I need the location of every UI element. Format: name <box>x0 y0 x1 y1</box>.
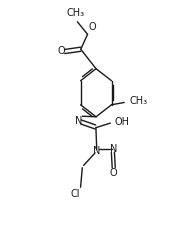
Text: O: O <box>57 46 65 56</box>
Text: O: O <box>110 168 117 178</box>
Text: N: N <box>110 144 117 154</box>
Text: CH₃: CH₃ <box>67 8 85 18</box>
Text: O: O <box>89 22 96 32</box>
Text: Cl: Cl <box>71 189 80 199</box>
Text: OH: OH <box>114 117 129 127</box>
Text: N: N <box>93 146 100 156</box>
Text: N: N <box>75 116 83 126</box>
Text: CH₃: CH₃ <box>129 96 148 106</box>
